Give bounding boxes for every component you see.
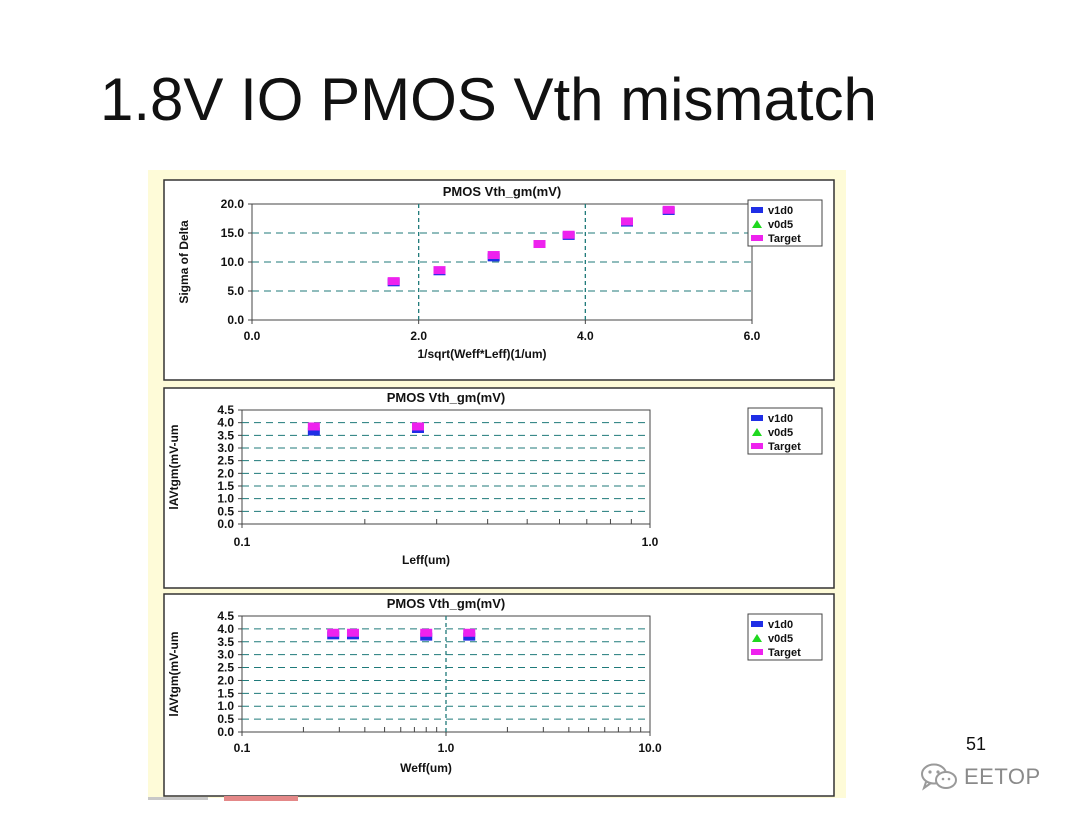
legend-marker-target [751, 235, 763, 241]
figure-panel: PMOS Vth_gm(mV) 0.0 5.0 10.0 15.0 20.0 0.0 2.0 4… [148, 170, 846, 798]
y-tick-label: 0.5 [217, 504, 234, 518]
watermark: EETOP [920, 760, 1041, 794]
data-point-target [411, 422, 424, 431]
x-tick-label: 1.0 [438, 741, 455, 755]
data-point-target [420, 628, 433, 637]
y-tick-label: 1.5 [217, 479, 234, 493]
y-tick-label: 2.0 [217, 466, 234, 480]
y-axis-label: Sigma of Delta [177, 220, 191, 304]
legend-marker-v0d5 [752, 428, 762, 436]
legend-marker-v1d0 [751, 415, 763, 421]
y-tick-label: 10.0 [221, 255, 245, 269]
legend-label: v1d0 [768, 205, 793, 217]
x-tick-label: 10.0 [638, 741, 662, 755]
legend-marker-v1d0 [751, 621, 763, 627]
x-axis-label: Weff(um) [400, 761, 452, 775]
data-point-target [307, 422, 320, 431]
y-tick-label: 20.0 [221, 197, 245, 211]
data-point-target [621, 217, 633, 226]
y-axis-label: lAVtgm(mV-um [167, 424, 181, 509]
chart-title: PMOS Vth_gm(mV) [443, 184, 561, 199]
legend: v1d0 v0d5 Target [747, 199, 823, 247]
y-tick-label: 1.0 [217, 699, 234, 713]
chart-3: PMOS Vth_gm(mV)0.00.51.01.52.02.53.03.54… [163, 593, 835, 797]
legend: v1d0 v0d5 Target [747, 407, 823, 455]
y-tick-label: 4.5 [217, 403, 234, 417]
data-point-target [662, 205, 675, 214]
x-tick-label: 2.0 [410, 329, 427, 343]
plot-area [241, 409, 651, 525]
y-tick-label: 0.0 [217, 517, 234, 531]
y-tick-label: 1.5 [217, 686, 234, 700]
legend: v1d0 v0d5 Target [747, 613, 823, 661]
chart-2: PMOS Vth_gm(mV)0.00.51.01.52.02.53.03.54… [163, 387, 835, 589]
y-tick-label: 3.5 [217, 635, 234, 649]
y-tick-label: 4.5 [217, 609, 234, 623]
footer-fragment [148, 796, 298, 801]
legend-label: v0d5 [768, 633, 793, 645]
chart-title: PMOS Vth_gm(mV) [387, 596, 505, 611]
legend-marker-target [751, 443, 763, 449]
y-tick-label: 15.0 [221, 226, 245, 240]
x-tick-label: 0.0 [244, 329, 261, 343]
y-tick-label: 1.0 [217, 492, 234, 506]
legend-marker-target [751, 649, 763, 655]
watermark-text: EETOP [964, 764, 1041, 789]
legend-marker-v0d5 [752, 220, 762, 228]
data-point-target [487, 251, 500, 260]
y-tick-label: 0.0 [227, 313, 244, 327]
y-tick-label: 0.0 [217, 725, 234, 739]
data-point-target [327, 628, 340, 637]
chart-title: PMOS Vth_gm(mV) [387, 390, 505, 405]
data-point-target [533, 240, 546, 249]
x-tick-label: 1.0 [642, 535, 659, 549]
x-tick-label: 6.0 [744, 329, 761, 343]
slide-title: 1.8V IO PMOS Vth mismatch [100, 66, 877, 133]
y-tick-label: 5.0 [227, 284, 244, 298]
data-point-v1d0 [307, 427, 320, 436]
data-point-target [562, 230, 575, 239]
legend-label: Target [768, 647, 801, 659]
data-point-target [387, 277, 400, 286]
legend-marker-v0d5 [752, 634, 762, 642]
y-axis-label: lAVtgm(mV-um [167, 631, 181, 716]
legend-label: Target [768, 233, 801, 245]
legend-label: v0d5 [768, 219, 793, 231]
x-axis-label: 1/sqrt(Weff*Leff)(1/um) [417, 347, 546, 361]
legend-label: v1d0 [768, 413, 793, 425]
wechat-icon [921, 763, 957, 791]
y-tick-label: 2.5 [217, 454, 234, 468]
y-tick-label: 2.0 [217, 673, 234, 687]
y-tick-label: 3.0 [217, 441, 234, 455]
data-point-target [433, 266, 446, 275]
x-tick-label: 0.1 [234, 535, 251, 549]
chart-1: PMOS Vth_gm(mV) 0.0 5.0 10.0 15.0 20.0 0.0 2.0 4… [163, 179, 835, 381]
page-number: 51 [966, 734, 987, 754]
y-tick-label: 4.0 [217, 622, 234, 636]
y-tick-label: 3.5 [217, 428, 234, 442]
y-tick-label: 4.0 [217, 416, 234, 430]
x-tick-label: 0.1 [234, 741, 251, 755]
legend-label: v0d5 [768, 427, 793, 439]
legend-marker-v1d0 [751, 207, 763, 213]
x-tick-label: 4.0 [577, 329, 594, 343]
x-axis-label: Leff(um) [402, 553, 450, 567]
charts-svg: PMOS Vth_gm(mV) 0.0 5.0 10.0 15.0 20.0 0.0 2.0 4… [163, 179, 835, 797]
y-tick-label: 3.0 [217, 648, 234, 662]
data-point-target [346, 628, 359, 637]
y-tick-label: 0.5 [217, 712, 234, 726]
data-point-target [463, 628, 476, 637]
plot-area [251, 203, 753, 321]
legend-label: Target [768, 441, 801, 453]
legend-label: v1d0 [768, 619, 793, 631]
y-tick-label: 2.5 [217, 661, 234, 675]
